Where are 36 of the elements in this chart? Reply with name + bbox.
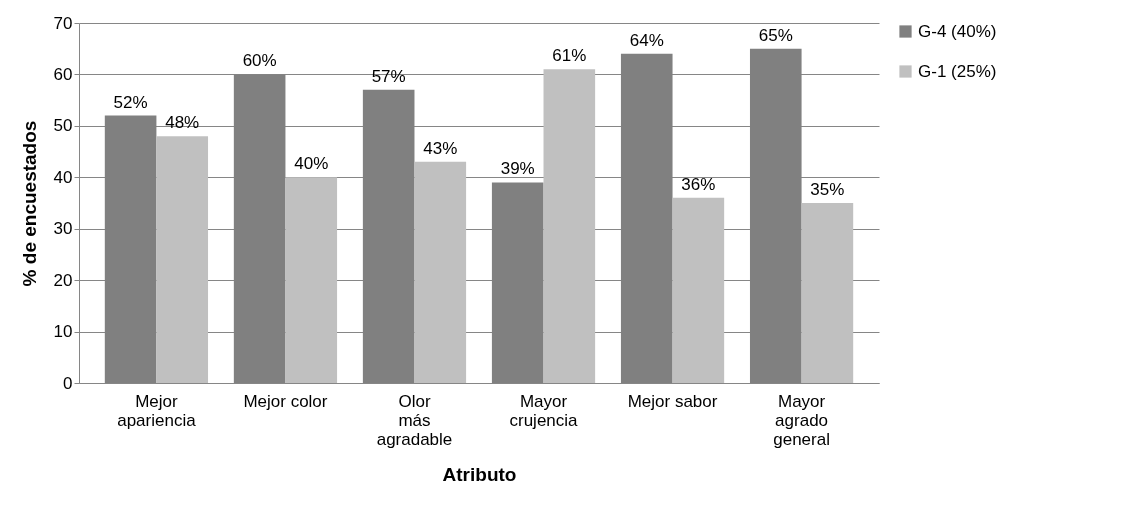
x-tick-label: Mejor sabor [627,391,718,411]
data-label: 65% [758,25,793,45]
x-axis-title: Atributo [442,463,517,485]
bar [801,203,854,383]
y-tick-label: 20 [53,270,73,290]
data-label: 64% [629,30,664,50]
bar [543,69,596,383]
y-tick-label: 10 [53,322,73,342]
data-label: 40% [294,154,329,174]
data-label: 61% [552,46,587,66]
data-label: 60% [242,51,277,71]
data-label: 39% [500,159,535,179]
data-label: 57% [371,66,406,86]
y-tick-label: 60 [53,64,73,84]
legend-label: G-1 (25%) [918,61,997,81]
data-label: 36% [681,174,716,194]
x-tick-label: Mayor crujencia [509,391,579,430]
y-tick-label: 30 [53,219,73,239]
y-tick-label: 40 [53,167,73,187]
y-axis-title: % de encuestados [18,120,40,287]
data-label: 43% [423,138,458,158]
y-tick-label: 0 [63,373,73,393]
data-label: 48% [165,113,200,133]
bar [672,197,725,383]
bar [285,177,338,383]
data-label: 35% [810,180,845,199]
x-tick-label: Mejor apariencia [117,391,197,430]
bar [156,136,209,383]
y-tick-label: 70 [53,13,73,33]
legend-label: G-4 (40%) [918,21,997,41]
x-tick-label: Mejor color [243,391,328,411]
x-tick-label: Mayor agrado general [773,391,830,449]
y-tick-label: 50 [53,116,73,136]
x-tick-label: Olor más agradable [376,391,453,449]
bar [414,161,467,383]
data-label: 52% [113,92,148,112]
